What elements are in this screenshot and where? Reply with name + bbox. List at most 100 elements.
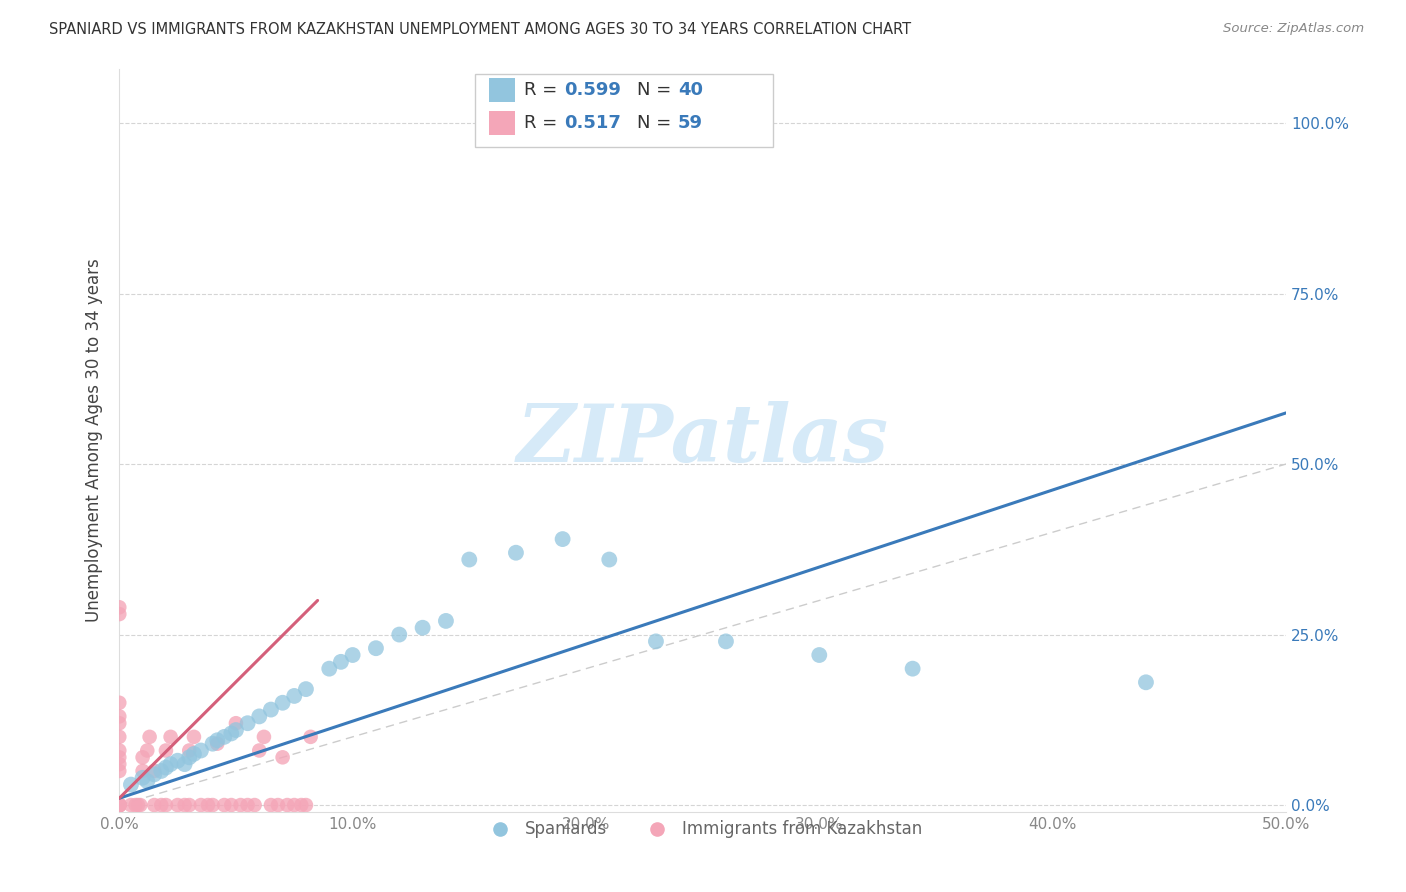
Y-axis label: Unemployment Among Ages 30 to 34 years: Unemployment Among Ages 30 to 34 years (86, 259, 103, 622)
Point (714, 634, 737, 648)
Point (159, 730, 181, 744)
Point (108, 716, 131, 731)
Point (388, 627, 411, 641)
Point (214, 798, 236, 813)
Point (136, 743, 159, 757)
Point (108, 600, 131, 615)
Point (155, 743, 177, 757)
Point (458, 552, 481, 566)
Point (342, 648, 364, 662)
Point (129, 798, 152, 813)
Point (108, 764, 131, 778)
Point (253, 730, 276, 744)
Point (150, 764, 173, 778)
Point (219, 798, 242, 813)
Point (201, 798, 224, 813)
Point (412, 621, 434, 635)
Point (197, 798, 219, 813)
Point (183, 730, 205, 744)
Point (108, 757, 131, 772)
Point (108, 798, 131, 813)
Point (155, 798, 177, 813)
Point (173, 798, 195, 813)
Point (166, 798, 188, 813)
Point (108, 798, 131, 813)
Text: 59: 59 (678, 114, 703, 132)
Point (271, 750, 294, 764)
Point (108, 696, 131, 710)
Text: Source: ZipAtlas.com: Source: ZipAtlas.com (1223, 22, 1364, 36)
Text: R =: R = (524, 81, 564, 99)
Point (283, 689, 305, 703)
Point (108, 798, 131, 813)
Point (183, 747, 205, 761)
Point (108, 798, 131, 813)
Point (236, 798, 259, 813)
Point (179, 750, 201, 764)
Point (155, 760, 177, 774)
Point (201, 737, 224, 751)
Point (295, 798, 318, 813)
Text: N =: N = (637, 114, 678, 132)
Point (271, 696, 294, 710)
Point (290, 798, 312, 813)
Text: 40: 40 (678, 81, 703, 99)
Point (260, 702, 283, 716)
Point (434, 614, 457, 628)
Point (179, 743, 201, 757)
Point (295, 682, 318, 697)
Point (229, 798, 252, 813)
Point (131, 771, 153, 785)
Point (1135, 675, 1157, 690)
Point (505, 546, 527, 560)
Point (108, 798, 131, 813)
Point (551, 532, 574, 546)
FancyBboxPatch shape (489, 78, 515, 102)
Point (190, 743, 212, 757)
FancyBboxPatch shape (475, 74, 773, 146)
Point (299, 730, 322, 744)
Point (214, 730, 236, 744)
Point (108, 607, 131, 621)
Point (143, 767, 166, 781)
Point (207, 733, 229, 747)
Point (108, 798, 131, 813)
Point (598, 552, 620, 566)
Point (247, 709, 270, 723)
Point (131, 764, 153, 778)
Point (225, 723, 247, 737)
Point (131, 750, 153, 764)
Point (283, 798, 305, 813)
Point (108, 798, 131, 813)
Text: N =: N = (637, 81, 678, 99)
Point (108, 709, 131, 723)
Point (207, 737, 229, 751)
Point (179, 798, 201, 813)
Point (219, 726, 242, 740)
Point (120, 778, 142, 792)
Point (318, 662, 340, 676)
Text: SPANIARD VS IMMIGRANTS FROM KAZAKHSTAN UNEMPLOYMENT AMONG AGES 30 TO 34 YEARS CO: SPANIARD VS IMMIGRANTS FROM KAZAKHSTAN U… (49, 22, 911, 37)
Point (276, 798, 298, 813)
Point (364, 641, 387, 656)
Point (329, 655, 352, 669)
Point (108, 798, 131, 813)
Point (108, 730, 131, 744)
Point (260, 798, 283, 813)
Point (645, 634, 668, 648)
Point (124, 798, 146, 813)
Point (143, 798, 166, 813)
Point (120, 798, 142, 813)
Point (243, 798, 266, 813)
Text: 0.599: 0.599 (564, 81, 620, 99)
Text: ZIPatlas: ZIPatlas (516, 401, 889, 479)
Point (808, 648, 831, 662)
FancyBboxPatch shape (489, 111, 515, 135)
Point (173, 757, 195, 772)
Point (901, 662, 924, 676)
Point (236, 716, 259, 731)
Point (108, 798, 131, 813)
Text: 0.517: 0.517 (564, 114, 620, 132)
Point (108, 798, 131, 813)
Point (138, 730, 160, 744)
